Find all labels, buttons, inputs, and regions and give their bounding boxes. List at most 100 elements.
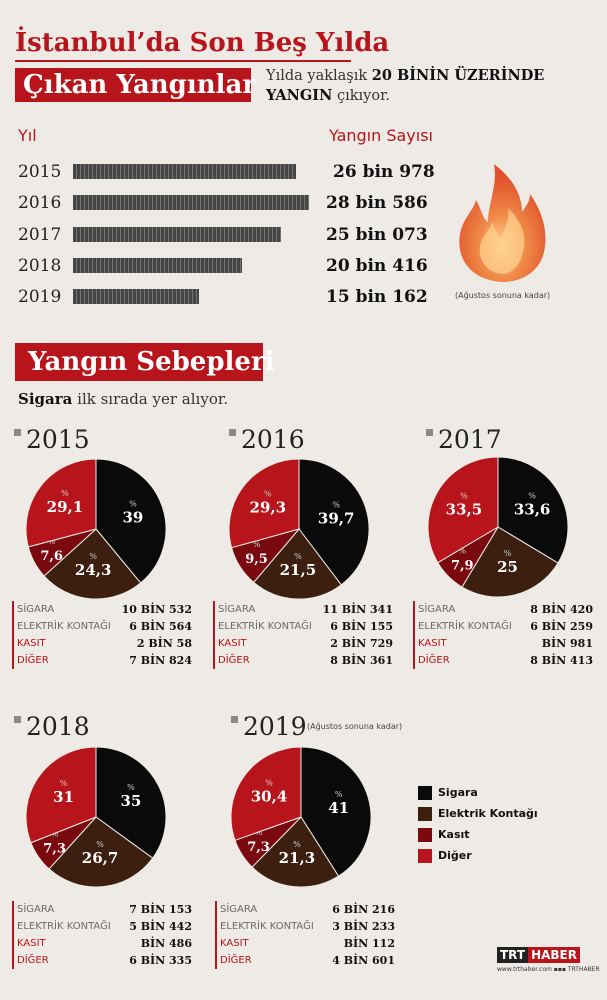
cause-pie-chart: %35%26,7%7,3%31 xyxy=(25,746,167,888)
fire-count-value: 28 bin 586 xyxy=(326,193,428,213)
pct-value-label: 9,5 xyxy=(245,552,268,567)
pct-sign-label: % xyxy=(61,489,69,498)
stat-label: DİĞER xyxy=(418,655,450,666)
slice-diger xyxy=(25,746,97,844)
stat-row: KASIT 2 BİN 58 xyxy=(17,635,192,652)
stat-label: ELEKTRİK KONTAĞI xyxy=(17,621,111,632)
stat-row: SİGARA 10 BİN 532 xyxy=(17,601,192,618)
stat-label: SİGARA xyxy=(17,904,55,915)
page-title-line1: İstanbul’da Son Beş Yılda xyxy=(15,28,390,58)
stat-value: 7 BİN 153 xyxy=(129,903,192,916)
pct-value-label: 33,6 xyxy=(514,501,551,519)
cause-pie-chart: %41%21,3%7,3%30,4 xyxy=(230,746,372,888)
pct-value-label: 24,3 xyxy=(75,561,112,579)
pct-value-label: 35 xyxy=(120,792,141,810)
bullet-square xyxy=(229,429,236,436)
stat-value: 2 BİN 729 xyxy=(330,637,393,650)
year-label: 2017 xyxy=(18,225,62,245)
pct-value-label: 7,6 xyxy=(40,549,63,564)
pct-value-label: 39 xyxy=(122,509,143,527)
stat-label: SİGARA xyxy=(220,904,258,915)
stat-value: 2 BİN 58 xyxy=(136,637,192,650)
legend-swatch xyxy=(418,827,432,842)
stat-label: KASIT xyxy=(17,638,46,649)
stat-value: 3 BİN 233 xyxy=(332,920,395,933)
pct-sign-label: % xyxy=(255,828,263,837)
slice-elektrik xyxy=(251,816,340,888)
bullet-square xyxy=(426,429,433,436)
pct-sign-label: % xyxy=(528,492,536,501)
footer-site: www.trthaber.com xyxy=(497,966,552,973)
year-column-header: Yıl xyxy=(18,126,37,145)
stat-label: SİGARA xyxy=(418,604,456,615)
pct-sign-label: % xyxy=(294,552,302,561)
stat-label: SİGARA xyxy=(17,604,55,615)
stat-row: DİĞER 8 BİN 361 xyxy=(218,652,393,669)
pct-sign-label: % xyxy=(460,492,468,501)
pie-year-text: 2017 xyxy=(438,425,502,454)
fire-count-bar xyxy=(73,289,199,304)
stat-row: DİĞER 6 BİN 335 xyxy=(17,952,192,969)
slice-diger xyxy=(228,458,300,549)
pct-value-label: 41 xyxy=(328,799,349,817)
fire-count-value: 25 bin 073 xyxy=(326,225,428,245)
stat-value: 8 BİN 361 xyxy=(330,654,393,667)
pie-year-text: 2018 xyxy=(26,712,90,741)
stat-value: 6 BİN 216 xyxy=(332,903,395,916)
cause-stats-table: SİGARA 6 BİN 216 ELEKTRİK KONTAĞI 3 BİN 23… xyxy=(215,901,395,969)
flame-icon xyxy=(459,164,546,282)
legend-label: Kasıt xyxy=(438,828,470,841)
stat-label: ELEKTRİK KONTAĞI xyxy=(220,921,314,932)
slice-diger xyxy=(427,456,499,564)
stat-label: KASIT xyxy=(418,638,447,649)
stat-value: BİN 981 xyxy=(541,637,593,650)
pct-sign-label: % xyxy=(48,537,56,546)
slice-elektrik xyxy=(43,528,142,600)
stat-value: BİN 112 xyxy=(343,937,395,950)
fire-count-note: (Ağustos sonuna kadar) xyxy=(455,291,551,300)
pct-value-label: 7,3 xyxy=(43,842,66,857)
stat-row: ELEKTRİK KONTAĞI 3 BİN 233 xyxy=(220,918,395,935)
legend-label: Diğer xyxy=(438,849,472,862)
legend-swatch xyxy=(418,806,432,821)
pct-value-label: 29,3 xyxy=(250,498,287,516)
bullet-square xyxy=(231,716,238,723)
trt-haber-logo: TRT HABER www.trthaber.com ▪▪▪ TRTHABER xyxy=(497,947,600,973)
subtitle-post: çıkıyor. xyxy=(332,88,391,104)
stat-value: 8 BİN 420 xyxy=(530,603,593,616)
stat-label: KASIT xyxy=(218,638,247,649)
pct-sign-label: % xyxy=(89,552,97,561)
legend-label: Sigara xyxy=(438,786,478,799)
legend-item: Diğer xyxy=(418,846,538,865)
fire-count-value: 20 bin 416 xyxy=(326,256,428,276)
stat-row: SİGARA 8 BİN 420 xyxy=(418,601,593,618)
pie-year-text: 2016 xyxy=(241,425,305,454)
stat-row: ELEKTRİK KONTAĞI 6 BİN 259 xyxy=(418,618,593,635)
stat-row: KASIT BİN 981 xyxy=(418,635,593,652)
stat-label: KASIT xyxy=(17,938,46,949)
page-subtitle: Yılda yaklaşık 20 BİNİN ÜZERİNDE YANGIN … xyxy=(266,66,566,106)
pie-year-label: 2018 xyxy=(14,712,90,741)
pct-sign-label: % xyxy=(96,840,104,849)
pct-sign-label: % xyxy=(265,778,273,787)
stat-label: DİĞER xyxy=(17,955,49,966)
stat-label: DİĞER xyxy=(218,655,250,666)
fire-count-value: 15 bin 162 xyxy=(326,287,428,307)
pct-value-label: 31 xyxy=(53,788,74,806)
stat-value: 4 BİN 601 xyxy=(332,954,395,967)
stat-row: SİGARA 6 BİN 216 xyxy=(220,901,395,918)
fire-count-bar xyxy=(73,258,242,273)
stat-value: 11 BİN 341 xyxy=(322,603,393,616)
stat-value: 6 BİN 155 xyxy=(330,620,393,633)
cause-pie-chart: %39,7%21,5%9,5%29,3 xyxy=(228,458,370,600)
pie-year-label: 2015 xyxy=(14,425,90,454)
slice-elektrik xyxy=(48,816,154,888)
fire-count-value: 26 bin 978 xyxy=(333,162,435,182)
stat-row: SİGARA 11 BİN 341 xyxy=(218,601,393,618)
stat-value: 6 BİN 259 xyxy=(530,620,593,633)
pie-year-note: (Ağustos sonuna kadar) xyxy=(307,722,403,731)
subtitle-pre: Yılda yaklaşık xyxy=(266,68,372,84)
pct-sign-label: % xyxy=(253,540,261,549)
pct-value-label: 33,5 xyxy=(446,501,483,519)
fire-count-bar xyxy=(73,227,281,242)
